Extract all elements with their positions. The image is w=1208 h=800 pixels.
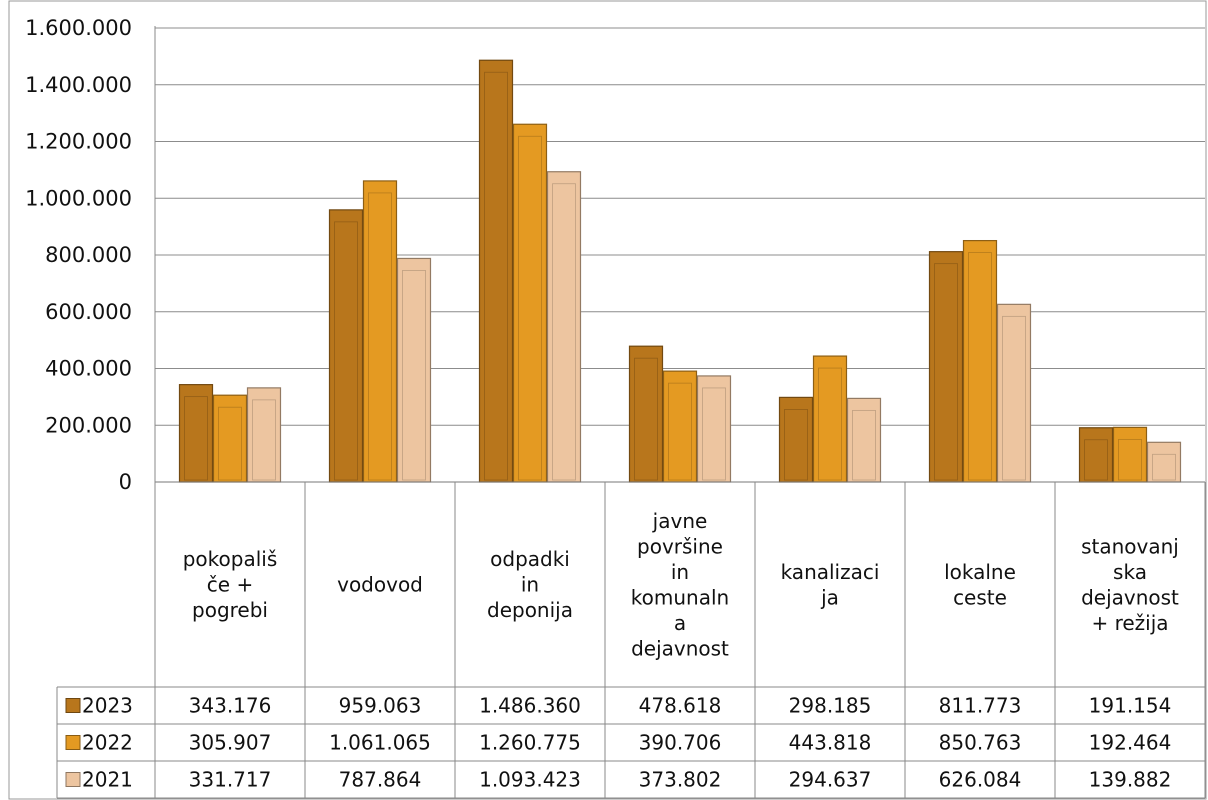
category-label: a	[674, 611, 686, 635]
bar	[246, 387, 282, 483]
bar-bevel	[968, 252, 992, 481]
legend-label: 2023	[82, 694, 133, 718]
bar-bevel	[1152, 453, 1176, 481]
bar-bevel	[702, 387, 726, 481]
bar-bevel	[518, 135, 542, 481]
y-tick-label: 1.000.000	[25, 186, 132, 210]
y-tick-label: 600.000	[45, 300, 132, 324]
bar-bevel	[218, 406, 242, 481]
table-cell-value: 478.618	[639, 694, 722, 718]
bar	[328, 209, 364, 483]
table-cell-value: 305.907	[189, 731, 272, 755]
table-cell-value: 850.763	[939, 731, 1022, 755]
bar-bevel	[252, 399, 276, 481]
table-cell-value: 331.717	[189, 768, 272, 792]
table-cell-value: 811.773	[939, 694, 1022, 718]
category-label: deponija	[487, 598, 573, 622]
bar-bevel	[1084, 439, 1108, 481]
legend-swatch-2022	[65, 735, 81, 750]
table-cell-value: 1.260.775	[479, 731, 581, 755]
bar	[778, 396, 814, 483]
category-label: površine	[637, 534, 723, 558]
legend-label: 2021	[82, 768, 133, 792]
category-label: pogrebi	[192, 598, 268, 622]
category-label: kanalizaci	[781, 560, 880, 584]
bar	[996, 303, 1032, 483]
y-tick-label: 400.000	[45, 357, 132, 381]
table-cell-value: 298.185	[789, 694, 872, 718]
bar	[546, 171, 582, 483]
y-tick-label: 1.200.000	[25, 130, 132, 154]
category-label: vodovod	[337, 573, 423, 597]
category-label: odpadki	[490, 547, 570, 571]
bar-bevel	[934, 263, 958, 481]
table-cell-value: 1.486.360	[479, 694, 581, 718]
table-cell-value: 626.084	[939, 768, 1022, 792]
category-label: dejavnost	[631, 636, 729, 660]
bar-bevel	[634, 357, 658, 481]
table-cell-value: 1.093.423	[479, 768, 581, 792]
bar-bevel	[1118, 438, 1142, 481]
table-cell-value: 294.637	[789, 768, 872, 792]
category-label: ceste	[953, 585, 1007, 609]
bar-bevel	[402, 270, 426, 481]
table-cell-value: 959.063	[339, 694, 422, 718]
chart-border	[8, 0, 1207, 800]
category-label: javne	[652, 509, 708, 533]
bar	[1078, 427, 1114, 483]
y-tick-label: 1.600.000	[25, 16, 132, 40]
table-cell-value: 373.802	[639, 768, 722, 792]
bar	[478, 59, 514, 483]
category-label: ska	[1113, 560, 1147, 584]
category-label: komunaln	[631, 585, 729, 609]
bar	[812, 355, 848, 483]
category-label: pokopališ	[183, 547, 278, 571]
bar	[928, 251, 964, 483]
table-cell-value: 390.706	[639, 731, 722, 755]
bar-bevel	[552, 183, 576, 481]
category-label: stanovanj	[1081, 534, 1179, 558]
bar-bevel	[368, 192, 392, 481]
table-cell-value: 192.464	[1089, 731, 1172, 755]
table-cell-value: 787.864	[339, 768, 422, 792]
bar-bevel	[784, 408, 808, 481]
category-label: in	[521, 573, 539, 597]
table-cell-value: 443.818	[789, 731, 872, 755]
y-tick-label: 200.000	[45, 413, 132, 437]
category-label: in	[671, 560, 689, 584]
bar	[846, 397, 882, 483]
y-tick-label: 800.000	[45, 243, 132, 267]
table-cell-value: 1.061.065	[329, 731, 431, 755]
bar-bevel	[668, 382, 692, 481]
category-label: dejavnost	[1081, 585, 1179, 609]
bar-bevel	[184, 396, 208, 481]
table-cell-value: 191.154	[1089, 694, 1172, 718]
legend-swatch-2023	[65, 698, 81, 713]
table-cell-value: 343.176	[189, 694, 272, 718]
category-label: če +	[207, 573, 253, 597]
bar-bevel	[1002, 315, 1026, 481]
bar-bevel	[334, 221, 358, 481]
bar	[696, 375, 732, 483]
y-tick-label: 1.400.000	[25, 73, 132, 97]
bar-bevel	[852, 409, 876, 481]
y-tick-label: 0	[119, 470, 132, 494]
bar	[212, 394, 248, 483]
bar	[362, 180, 398, 483]
category-label: lokalne	[944, 560, 1016, 584]
bar	[962, 239, 998, 483]
category-label: + režija	[1091, 611, 1168, 635]
bar-bevel	[818, 367, 842, 481]
bar	[512, 123, 548, 483]
category-label: ja	[820, 585, 839, 609]
bar-bevel	[484, 71, 508, 481]
bar	[396, 257, 432, 483]
legend-swatch-2021	[65, 772, 81, 787]
bar	[1112, 426, 1148, 483]
legend-label: 2022	[82, 731, 133, 755]
table-cell-value: 139.882	[1089, 768, 1172, 792]
